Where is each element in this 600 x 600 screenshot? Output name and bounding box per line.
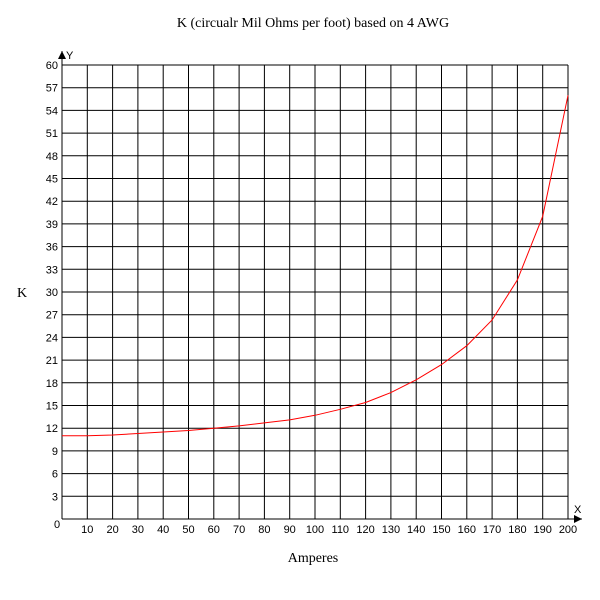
x-tick-label: 180: [508, 524, 526, 536]
x-tick-label: 30: [132, 524, 144, 536]
x-tick-label: 40: [157, 524, 169, 536]
data-point: [568, 95, 569, 96]
origin-label: 0: [54, 519, 60, 531]
x-tick-label: 150: [432, 524, 450, 536]
x-tick-label: 70: [233, 524, 245, 536]
y-tick-label: 51: [46, 128, 58, 140]
x-tick-label: 130: [382, 524, 400, 536]
y-axis-label: K: [17, 286, 27, 301]
data-point: [87, 435, 88, 436]
y-tick-label: 54: [46, 105, 58, 117]
x-tick-label: 100: [306, 524, 324, 536]
y-tick-label: 60: [46, 60, 58, 72]
x-tick-label: 200: [559, 524, 577, 536]
x-tick-label: 170: [483, 524, 501, 536]
y-tick-label: 39: [46, 219, 58, 231]
x-axis-arrow: [574, 515, 582, 523]
y-tick-label: 45: [46, 174, 58, 186]
y-tick-label: 36: [46, 242, 58, 254]
y-tick-label: 30: [46, 287, 58, 299]
x-axis-label: Amperes: [288, 551, 339, 566]
y-axis-letter: Y: [66, 50, 74, 62]
series-line: [62, 95, 569, 437]
grid-lines: [62, 64, 569, 519]
x-tick-label: 160: [458, 524, 476, 536]
data-point: [365, 402, 366, 403]
x-tick-label: 140: [407, 524, 425, 536]
y-tick-label: 9: [52, 446, 58, 458]
data-point: [163, 431, 164, 432]
y-tick-label: 27: [46, 310, 58, 322]
y-tick-label: 21: [46, 355, 58, 367]
y-tick-label: 24: [46, 332, 58, 344]
y-tick-label: 48: [46, 151, 58, 163]
y-axis-arrow: [58, 51, 66, 59]
y-tick-label: 42: [46, 196, 58, 208]
data-point: [264, 422, 265, 423]
y-tick-label: 15: [46, 401, 58, 413]
data-point: [542, 216, 543, 217]
x-tick-label: 190: [534, 524, 552, 536]
data-point: [112, 435, 113, 436]
y-tick-label: 57: [46, 83, 58, 95]
x-tick-label: 80: [258, 524, 270, 536]
x-tick-label: 90: [284, 524, 296, 536]
data-point: [137, 433, 138, 434]
data-point: [188, 430, 189, 431]
y-tick-label: 18: [46, 378, 58, 390]
data-point: [239, 425, 240, 426]
data-point: [390, 392, 391, 393]
y-tick-label: 3: [52, 491, 58, 503]
y-tick-label: 33: [46, 264, 58, 276]
y-tick-label: 12: [46, 423, 58, 435]
data-point: [340, 409, 341, 410]
data-point: [416, 379, 417, 380]
axes: [58, 51, 582, 523]
x-tick-label: 60: [208, 524, 220, 536]
data-point: [466, 345, 467, 346]
series-layer: [62, 95, 569, 437]
data-point: [441, 364, 442, 365]
chart-title: K (circualr Mil Ohms per foot) based on …: [177, 16, 449, 31]
x-tick-label: 110: [332, 524, 350, 536]
y-tick-label: 6: [52, 469, 58, 481]
data-point: [315, 415, 316, 416]
x-axis-letter: X: [574, 504, 582, 516]
x-tick-label: 10: [81, 524, 93, 536]
x-tick-label: 20: [106, 524, 118, 536]
x-tick-label: 120: [356, 524, 374, 536]
data-point: [213, 428, 214, 429]
data-point: [517, 279, 518, 280]
data-point: [289, 419, 290, 420]
tick-labels: 10 20 30 40 50 60 70 80 90 100 110 120 130 140 150 160 1…: [46, 60, 577, 536]
data-point: [492, 319, 493, 320]
x-tick-label: 50: [182, 524, 194, 536]
data-point: [62, 435, 63, 436]
